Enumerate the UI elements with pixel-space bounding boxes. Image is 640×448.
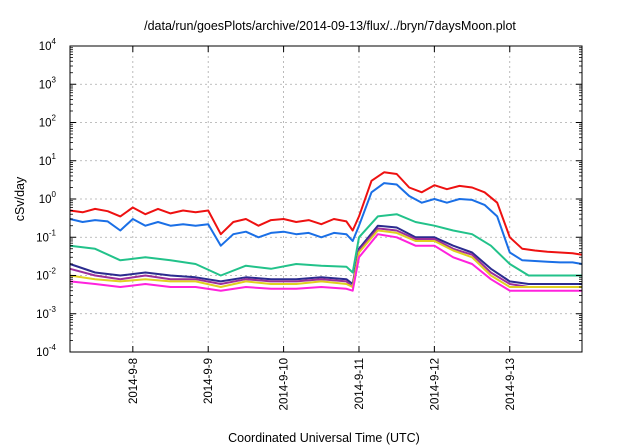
y-tick-label: 104 xyxy=(39,37,57,53)
x-tick-label: 2014-9-9 xyxy=(203,358,215,404)
x-tick-label: 2014-9-11 xyxy=(354,358,366,410)
chart-title: /data/run/goesPlots/archive/2014-09-13/f… xyxy=(144,19,516,33)
x-tick-label: 2014-9-10 xyxy=(279,358,291,410)
y-tick-label: 10-2 xyxy=(36,267,56,283)
y-tick-label: 100 xyxy=(39,190,57,206)
x-tick-label: 2014-9-13 xyxy=(505,358,517,410)
series-layer xyxy=(69,171,583,292)
series-line-2 xyxy=(69,182,583,265)
x-axis: 2014-9-8 2014-9-9 2014-9-10 2014-9-11 2014-9… xyxy=(128,46,517,410)
series-line-3 xyxy=(69,213,582,277)
y-tick-label: 10-1 xyxy=(36,228,56,244)
series-line-1 xyxy=(69,171,583,256)
y-axis: 10-4 10-3 10-2 10-1 100 101 102 103 104 xyxy=(36,37,582,359)
x-tick-label: 2014-9-8 xyxy=(128,358,140,404)
y-tick-label: 102 xyxy=(39,114,57,130)
grid xyxy=(70,46,582,352)
y-tick-label: 103 xyxy=(39,75,57,91)
series-line-7 xyxy=(69,233,582,292)
y-tick-label: 10-4 xyxy=(36,343,56,359)
y-tick-label: 101 xyxy=(39,152,57,168)
y-tick-label: 10-3 xyxy=(36,305,56,321)
x-axis-label: Coordinated Universal Time (UTC) xyxy=(228,431,420,445)
y-axis-label: cSv/day xyxy=(13,176,27,221)
x-tick-label: 2014-9-12 xyxy=(429,358,441,410)
